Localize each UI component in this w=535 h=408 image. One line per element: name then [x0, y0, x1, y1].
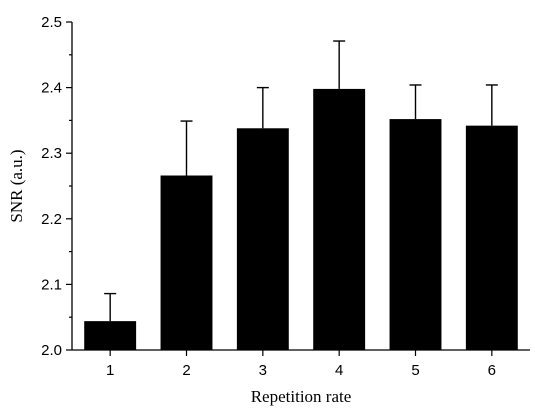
x-ticks-group: 1 2 3 4 5 6 — [106, 350, 496, 379]
error-bars-group — [104, 40, 498, 322]
x-tick-label: 6 — [488, 362, 496, 379]
bar-4 — [313, 88, 366, 351]
y-tick-label: 2.3 — [41, 145, 62, 162]
bars-group — [84, 88, 518, 351]
bar-6 — [465, 125, 518, 350]
y-tick-label: 2.1 — [41, 276, 62, 293]
bar-3 — [236, 128, 289, 350]
x-tick-label: 1 — [106, 362, 114, 379]
y-tick-label: 2.2 — [41, 211, 62, 228]
y-axis-title: SNR (a.u.) — [7, 149, 26, 222]
x-axis-title: Repetition rate — [251, 387, 352, 406]
x-tick-label: 4 — [335, 362, 343, 379]
x-tick-label: 5 — [411, 362, 419, 379]
bar-5 — [389, 119, 442, 350]
y-tick-label: 2.4 — [41, 80, 62, 97]
bar-1 — [84, 321, 137, 350]
x-tick-label: 2 — [182, 362, 190, 379]
y-tick-label: 2.0 — [41, 342, 62, 359]
y-tick-label: 2.5 — [41, 14, 62, 31]
bar-2 — [160, 175, 213, 350]
y-ticks-group: 2.0 2.1 2.2 2.3 2.4 2.5 — [41, 14, 72, 359]
x-tick-label: 3 — [259, 362, 267, 379]
